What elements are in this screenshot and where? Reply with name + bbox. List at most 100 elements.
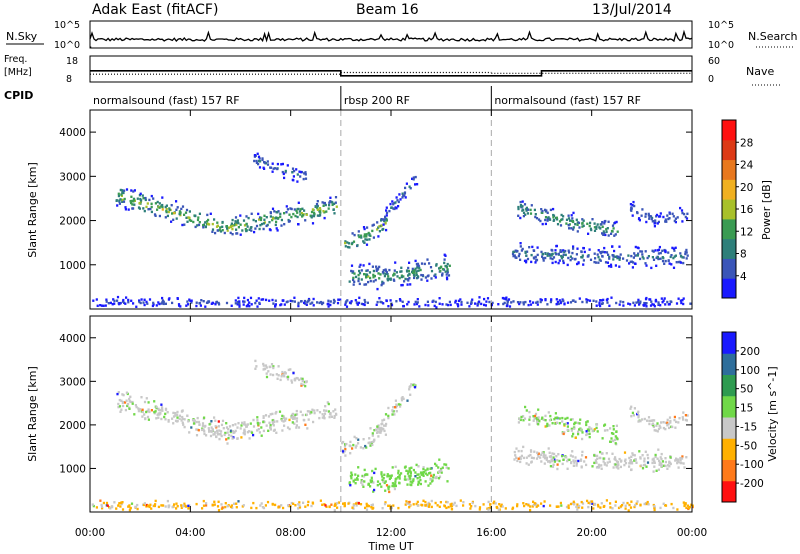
power-cell-1410 bbox=[122, 298, 125, 302]
velocity-cell-1227 bbox=[430, 499, 433, 503]
power-cell-1493 bbox=[375, 303, 378, 306]
power-cell-42 bbox=[263, 214, 266, 217]
velocity-cell-217 bbox=[256, 419, 259, 422]
power-cell-85 bbox=[233, 222, 237, 226]
velocity-cell-424 bbox=[357, 438, 360, 441]
velocity-cell-1342 bbox=[229, 505, 233, 509]
power-cell-450 bbox=[363, 241, 366, 244]
velocity-cell-308 bbox=[218, 437, 221, 441]
power-cell-920 bbox=[599, 259, 602, 262]
velocity-cell-14 bbox=[195, 434, 199, 437]
velocity-cell-1128 bbox=[669, 419, 672, 423]
power-cell-1429 bbox=[300, 300, 303, 303]
power-cell-1422 bbox=[581, 300, 584, 304]
velocity-cell-42 bbox=[164, 418, 167, 421]
power-cell-545 bbox=[429, 266, 433, 269]
power-cell-212 bbox=[269, 215, 272, 218]
velocity-cell-574 bbox=[373, 488, 376, 492]
velocity-cell-81 bbox=[204, 424, 207, 428]
power-cell-1220 bbox=[363, 303, 366, 307]
power-cell-976 bbox=[552, 214, 556, 217]
velocity-cell-713 bbox=[545, 458, 548, 462]
velocity-cell-657 bbox=[384, 413, 388, 416]
velocity-cell-139 bbox=[265, 424, 268, 427]
velocity-cell-314 bbox=[323, 417, 326, 420]
velocity-cell-819 bbox=[619, 465, 622, 469]
cpid-segment-1: rbsp 200 RF bbox=[344, 94, 410, 107]
power-cell-1117 bbox=[629, 208, 633, 211]
power-cell-995 bbox=[574, 223, 577, 226]
power-cell-148 bbox=[309, 214, 313, 218]
velocity-cell-984 bbox=[566, 422, 569, 425]
power-cell-748 bbox=[555, 253, 558, 256]
power-cell-263 bbox=[175, 208, 178, 211]
velocity-cell-968 bbox=[561, 416, 564, 420]
power-cell-222 bbox=[332, 208, 335, 211]
power-cell-139 bbox=[119, 188, 122, 192]
power-cell-1337 bbox=[649, 304, 653, 307]
velocity-cell-893 bbox=[541, 451, 544, 454]
velocity-cell-374 bbox=[301, 377, 304, 381]
power-colorbar-label-5: 24 bbox=[740, 160, 754, 172]
power-cell-206 bbox=[118, 202, 121, 205]
velocity-cell-1114 bbox=[667, 423, 670, 426]
power-cell-851 bbox=[611, 254, 614, 257]
velocity-cell-1150 bbox=[631, 411, 634, 415]
velocity-cell-387 bbox=[265, 375, 269, 379]
velocity-cell-1008 bbox=[577, 432, 580, 436]
power-cell-118 bbox=[322, 204, 325, 207]
power-cell-302 bbox=[231, 227, 234, 231]
power-cell-157 bbox=[298, 210, 302, 213]
power-cell-1160 bbox=[327, 299, 330, 302]
n-sky-label: N.Sky bbox=[6, 30, 38, 43]
power-cell-607 bbox=[441, 273, 444, 277]
power-cell-667 bbox=[385, 211, 389, 215]
velocity-cell-200 bbox=[283, 424, 286, 427]
velocity-cell-1494 bbox=[533, 502, 536, 505]
velocity-cell-420 bbox=[377, 435, 380, 438]
power-cell-886 bbox=[608, 257, 611, 260]
power-cell-1081 bbox=[544, 208, 547, 212]
power-cell-1489 bbox=[145, 300, 148, 304]
power-cell-522 bbox=[352, 270, 355, 273]
power-cell-1394 bbox=[522, 301, 525, 304]
velocity-cell-1162 bbox=[436, 504, 439, 507]
power-cell-1454 bbox=[152, 303, 155, 306]
power-cell-1435 bbox=[679, 299, 682, 302]
power-cell-307 bbox=[292, 212, 295, 216]
power-cell-857 bbox=[560, 257, 563, 260]
velocity-cell-613 bbox=[424, 469, 427, 472]
power-cell-1 bbox=[271, 218, 274, 222]
velocity-cell-953 bbox=[533, 417, 536, 420]
power-cell-1058 bbox=[552, 207, 555, 211]
velocity-cell-654 bbox=[381, 419, 384, 422]
velocity-cell-1371 bbox=[609, 506, 612, 509]
velocity-cell-352 bbox=[290, 381, 294, 384]
power-cell-620 bbox=[375, 265, 378, 268]
velocity-cell-961 bbox=[581, 437, 584, 441]
velocity-cell-33 bbox=[258, 431, 261, 434]
velocity-cell-1050 bbox=[587, 428, 590, 431]
velocity-cell-333 bbox=[141, 408, 144, 411]
power-cell-1167 bbox=[95, 298, 98, 301]
power-cell-1149 bbox=[648, 217, 651, 220]
power-cell-1351 bbox=[260, 298, 263, 301]
velocity-cell-403 bbox=[269, 365, 272, 369]
power-cell-270 bbox=[158, 202, 161, 205]
velocity-cell-915 bbox=[600, 452, 604, 455]
velocity-cell-559 bbox=[426, 467, 429, 470]
velocity-cell-1447 bbox=[611, 507, 614, 510]
power-cell-1192 bbox=[650, 300, 653, 303]
power-cell-305 bbox=[231, 224, 234, 228]
velocity-cell-936 bbox=[525, 456, 528, 459]
power-cell-788 bbox=[569, 258, 572, 262]
power-cell-510 bbox=[393, 269, 396, 272]
velocity-cell-1490 bbox=[252, 501, 255, 505]
power-cell-1134 bbox=[630, 206, 633, 209]
velocity-cell-939 bbox=[683, 466, 686, 469]
velocity-cell-635 bbox=[369, 485, 372, 488]
power-cell-509 bbox=[350, 269, 353, 273]
velocity-cell-1289 bbox=[307, 500, 310, 504]
power-cell-1348 bbox=[186, 300, 189, 303]
power-cell-265 bbox=[138, 202, 141, 205]
